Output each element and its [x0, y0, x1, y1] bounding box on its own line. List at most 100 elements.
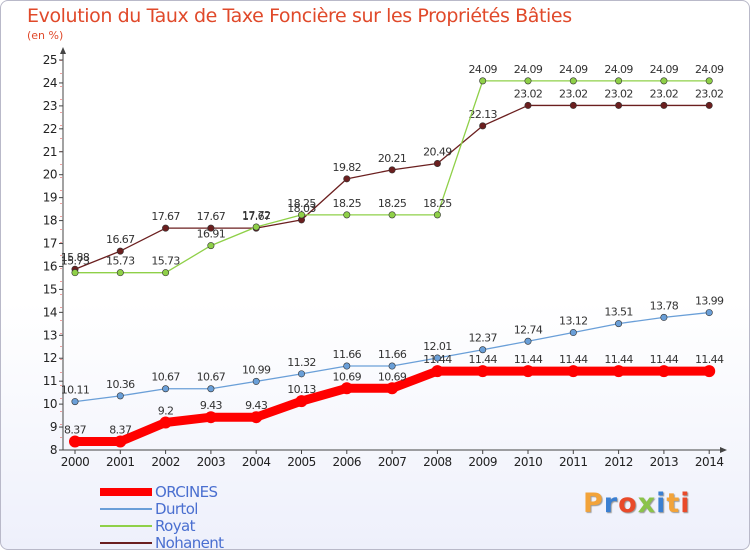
legend-label: Durtol	[155, 500, 198, 518]
legend-label: Nohanent	[155, 534, 224, 552]
data-label: 17.67	[197, 210, 226, 223]
data-label: 9.43	[200, 399, 223, 412]
y-tick-label: 17	[43, 237, 57, 251]
data-point	[615, 101, 623, 109]
x-tick-label: 2004	[242, 455, 271, 469]
data-point	[476, 365, 489, 378]
x-tick-label: 2005	[287, 455, 316, 469]
data-point	[71, 398, 79, 406]
data-label: 9.2	[158, 404, 174, 417]
data-label: 11.44	[604, 353, 633, 366]
data-label: 24.09	[514, 63, 543, 76]
chart-title: Evolution du Taux de Taxe Foncière sur l…	[27, 5, 572, 27]
series-line-royat	[74, 80, 710, 274]
y-tick-label: 13	[43, 328, 57, 342]
legend-swatch	[100, 508, 152, 510]
x-tick-label: 2014	[695, 455, 724, 469]
x-tick-label: 2003	[197, 455, 226, 469]
data-point	[522, 365, 534, 378]
data-label: 13.78	[650, 299, 679, 312]
y-tick-label: 18	[43, 214, 57, 228]
data-point	[116, 269, 124, 277]
data-point	[388, 166, 396, 174]
data-label: 11.44	[695, 353, 724, 366]
data-point	[657, 365, 670, 378]
data-point	[162, 385, 170, 393]
data-label: 13.12	[559, 315, 588, 328]
proxiti-logo: Proxiti	[583, 488, 691, 519]
data-point	[340, 382, 353, 395]
unit-label: (en %)	[27, 29, 64, 42]
y-tick-label: 22	[43, 122, 57, 136]
x-tick-label: 2013	[650, 455, 679, 469]
legend-swatch	[100, 488, 152, 496]
data-label: 15.73	[106, 255, 135, 268]
data-label: 10.67	[197, 371, 226, 384]
data-point	[116, 247, 124, 255]
data-point	[705, 309, 713, 317]
data-point	[207, 242, 215, 250]
data-point	[159, 416, 172, 429]
legend-swatch	[100, 542, 152, 544]
x-tick-label: 2010	[514, 455, 543, 469]
data-label: 15.73	[151, 255, 180, 268]
data-label: 11.32	[287, 356, 316, 369]
data-label: 18.25	[333, 197, 362, 210]
y-tick-label: 8	[50, 443, 57, 457]
data-point	[252, 377, 260, 385]
data-label: 20.49	[423, 145, 452, 158]
data-label: 17.67	[151, 210, 180, 223]
data-label: 20.21	[378, 152, 407, 165]
data-point	[479, 122, 487, 130]
data-point	[660, 313, 668, 321]
data-point	[612, 365, 625, 378]
data-label: 22.13	[468, 108, 497, 121]
data-label: 18.25	[378, 197, 407, 210]
data-point	[615, 77, 623, 85]
data-point	[705, 77, 713, 85]
data-label: 24.09	[468, 63, 497, 76]
data-label: 16.67	[106, 233, 135, 246]
data-point	[295, 395, 308, 408]
legend-label: Royat	[155, 517, 195, 535]
data-point	[162, 224, 170, 232]
data-label: 18.25	[287, 197, 316, 210]
x-tick-label: 2012	[604, 455, 633, 469]
data-point	[569, 329, 577, 337]
y-tick-label: 21	[43, 145, 57, 159]
data-point	[567, 365, 580, 378]
data-label: 10.67	[151, 371, 180, 384]
data-label: 11.44	[650, 353, 679, 366]
data-label: 18.03	[287, 202, 316, 215]
data-point	[524, 337, 532, 345]
data-point	[204, 411, 217, 424]
data-label: 13.51	[604, 306, 633, 319]
data-label: 8.37	[64, 424, 87, 437]
legend-label: ORCINES	[155, 483, 218, 501]
data-point	[433, 354, 441, 362]
data-label: 12.74	[514, 323, 543, 336]
data-point	[569, 101, 577, 109]
data-label: 23.02	[514, 87, 543, 100]
data-label: 10.69	[333, 370, 362, 383]
data-label: 10.99	[242, 363, 271, 376]
data-point	[705, 101, 713, 109]
data-label: 19.82	[333, 161, 362, 174]
data-label: 23.02	[559, 87, 588, 100]
data-point	[343, 175, 351, 183]
data-point	[660, 77, 668, 85]
data-point	[250, 411, 263, 424]
series-line-nohanent	[74, 104, 710, 270]
y-tick-label: 15	[43, 282, 57, 296]
data-point	[660, 101, 668, 109]
data-point	[433, 159, 441, 167]
data-label: 8.37	[109, 424, 132, 437]
data-label: 17.67	[242, 210, 271, 223]
data-label: 11.66	[333, 348, 362, 361]
data-point	[386, 382, 399, 395]
data-label: 18.25	[423, 197, 452, 210]
data-point	[297, 370, 305, 378]
data-label: 24.09	[650, 63, 679, 76]
data-point	[615, 320, 623, 328]
